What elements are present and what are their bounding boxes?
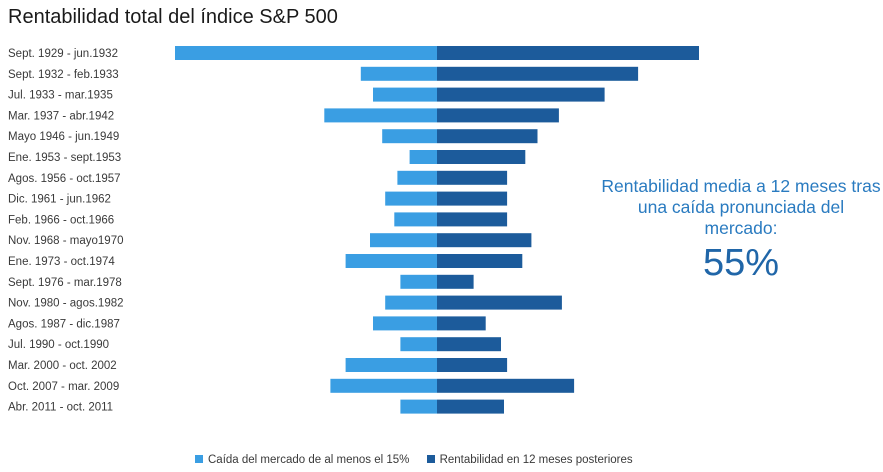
legend-item-return: Rentabilidad en 12 meses posteriores	[426, 454, 633, 466]
bar-12-month-return	[437, 254, 523, 268]
category-label: Sept. 1929 - jun.1932	[8, 48, 118, 60]
bar-market-decline	[394, 212, 437, 227]
category-label: Sept. 1932 - feb.1933	[8, 69, 119, 81]
bar-12-month-return	[437, 295, 562, 310]
category-label: Jul. 1990 - oct.1990	[8, 339, 109, 351]
bar-12-month-return	[437, 191, 508, 206]
bar-market-decline	[345, 254, 437, 268]
bar-market-decline	[385, 191, 437, 206]
bar-market-decline	[385, 295, 437, 310]
category-label: Nov. 1980 - agos.1982	[8, 298, 124, 310]
bar-12-month-return	[437, 399, 504, 414]
bar-market-decline	[360, 66, 437, 81]
category-label: Mar. 2000 - oct. 2002	[8, 360, 117, 372]
category-label: Ene. 1973 - oct.1974	[8, 256, 115, 268]
bar-12-month-return	[437, 337, 501, 352]
bar-market-decline	[324, 108, 437, 123]
chart-title: Rentabilidad total del índice S&P 500	[8, 6, 338, 28]
category-label: Mayo 1946 - jun.1949	[8, 131, 119, 143]
bar-market-decline	[175, 46, 437, 60]
bar-12-month-return	[437, 108, 559, 123]
bar-market-decline	[400, 399, 437, 414]
bar-12-month-return	[437, 233, 532, 248]
bar-12-month-return	[437, 358, 508, 372]
bar-12-month-return	[437, 212, 508, 227]
category-label: Dic. 1961 - jun.1962	[8, 194, 111, 206]
bar-market-decline	[400, 274, 437, 289]
legend-label-return: Rentabilidad en 12 meses posteriores	[439, 454, 633, 466]
bar-12-month-return	[437, 150, 526, 164]
bar-market-decline	[373, 87, 437, 102]
bar-market-decline	[382, 129, 437, 144]
annotation-value: 55%	[702, 242, 780, 284]
category-label: Nov. 1968 - mayo1970	[8, 235, 124, 247]
category-label: Feb. 1966 - oct.1966	[8, 214, 114, 226]
bar-12-month-return	[437, 170, 508, 185]
category-label: Mar. 1937 - abr.1942	[8, 110, 114, 122]
bar-12-month-return	[437, 87, 605, 102]
category-label: Oct. 2007 - mar. 2009	[8, 381, 119, 393]
bar-market-decline	[370, 233, 437, 248]
bar-12-month-return	[437, 46, 699, 60]
bar-12-month-return	[437, 274, 474, 289]
legend: Caída del mercado de al menos el 15% Ren…	[195, 454, 647, 466]
bar-12-month-return	[437, 66, 639, 81]
bar-12-month-return	[437, 129, 538, 144]
average-return-annotation: Rentabilidad media a 12 meses tras una c…	[600, 176, 882, 285]
category-label: Agos. 1956 - oct.1957	[8, 173, 121, 185]
category-label: Abr. 2011 - oct. 2011	[8, 402, 113, 414]
category-label: Jul. 1933 - mar.1935	[8, 90, 113, 102]
bar-market-decline	[409, 150, 437, 164]
bar-market-decline	[345, 358, 437, 372]
bar-12-month-return	[437, 316, 486, 331]
bar-market-decline	[373, 316, 437, 331]
legend-swatch-decline	[195, 455, 203, 463]
annotation-text: Rentabilidad media a 12 meses tras una c…	[601, 176, 881, 238]
legend-swatch-return	[426, 455, 435, 463]
bar-12-month-return	[437, 378, 575, 393]
category-label: Agos. 1987 - dic.1987	[8, 318, 120, 330]
legend-item-decline: Caída del mercado de al menos el 15%	[195, 454, 409, 466]
bar-market-decline	[400, 337, 437, 352]
legend-label-decline: Caída del mercado de al menos el 15%	[208, 454, 410, 466]
category-label: Sept. 1976 - mar.1978	[8, 277, 122, 289]
category-label: Ene. 1953 - sept.1953	[8, 152, 121, 164]
bar-market-decline	[397, 170, 437, 185]
bar-market-decline	[330, 378, 437, 393]
